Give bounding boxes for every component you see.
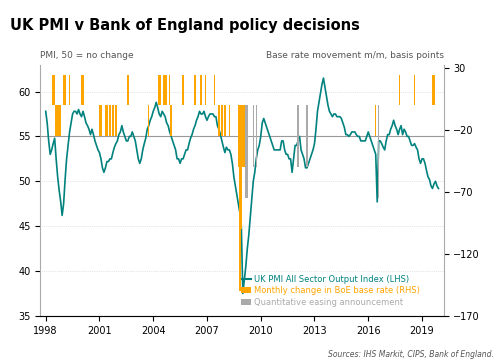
Bar bbox=[218, 106, 220, 136]
Bar bbox=[148, 106, 150, 136]
Bar bbox=[105, 106, 106, 136]
Bar bbox=[58, 106, 60, 136]
Bar bbox=[214, 75, 215, 106]
Bar bbox=[69, 75, 71, 106]
Legend: UK PMI All Sector Output Index (LHS), Monthly change in BoE base rate (RHS), Qua: UK PMI All Sector Output Index (LHS), Mo… bbox=[241, 275, 420, 307]
Bar bbox=[253, 106, 254, 167]
Bar bbox=[63, 75, 65, 106]
Bar bbox=[160, 75, 161, 106]
Bar bbox=[158, 75, 160, 106]
Bar bbox=[399, 75, 400, 106]
Bar bbox=[115, 106, 116, 136]
Bar bbox=[306, 106, 308, 167]
Bar bbox=[170, 106, 172, 136]
Bar bbox=[242, 106, 243, 167]
Bar bbox=[166, 75, 167, 106]
Bar bbox=[52, 75, 54, 106]
Bar bbox=[112, 106, 113, 136]
Bar bbox=[106, 106, 108, 136]
Bar bbox=[205, 75, 206, 106]
Bar bbox=[82, 75, 84, 106]
Bar bbox=[182, 75, 184, 106]
Bar bbox=[243, 106, 245, 167]
Bar bbox=[378, 106, 380, 198]
Bar bbox=[200, 75, 202, 106]
Bar bbox=[163, 75, 164, 106]
Text: Base rate movement m/m, basis points: Base rate movement m/m, basis points bbox=[266, 51, 444, 60]
Bar bbox=[245, 106, 246, 198]
Bar bbox=[169, 75, 170, 106]
Bar bbox=[375, 106, 376, 136]
Bar bbox=[239, 106, 240, 291]
Bar bbox=[414, 75, 415, 106]
Bar bbox=[297, 106, 299, 167]
Bar bbox=[246, 106, 248, 198]
Bar bbox=[54, 75, 55, 106]
Bar bbox=[432, 75, 433, 106]
Text: UK PMI v Bank of England policy decisions: UK PMI v Bank of England policy decision… bbox=[10, 18, 360, 33]
Bar bbox=[100, 106, 102, 136]
Text: PMI, 50 = no change: PMI, 50 = no change bbox=[40, 51, 134, 60]
Bar bbox=[57, 106, 58, 136]
Bar bbox=[65, 75, 66, 106]
Bar bbox=[60, 106, 61, 136]
Bar bbox=[433, 75, 435, 106]
Bar bbox=[256, 106, 257, 167]
Bar bbox=[109, 106, 111, 136]
Text: Sources: IHS Markit, CIPS, Bank of England.: Sources: IHS Markit, CIPS, Bank of Engla… bbox=[328, 350, 494, 359]
Bar bbox=[164, 75, 166, 106]
Bar bbox=[237, 106, 239, 167]
Bar bbox=[194, 75, 196, 106]
Bar bbox=[55, 106, 57, 136]
Bar bbox=[127, 75, 129, 106]
Bar bbox=[81, 75, 82, 106]
Bar bbox=[221, 106, 223, 136]
Bar bbox=[240, 106, 242, 229]
Bar bbox=[99, 106, 100, 136]
Bar bbox=[229, 106, 230, 136]
Bar bbox=[224, 106, 226, 136]
